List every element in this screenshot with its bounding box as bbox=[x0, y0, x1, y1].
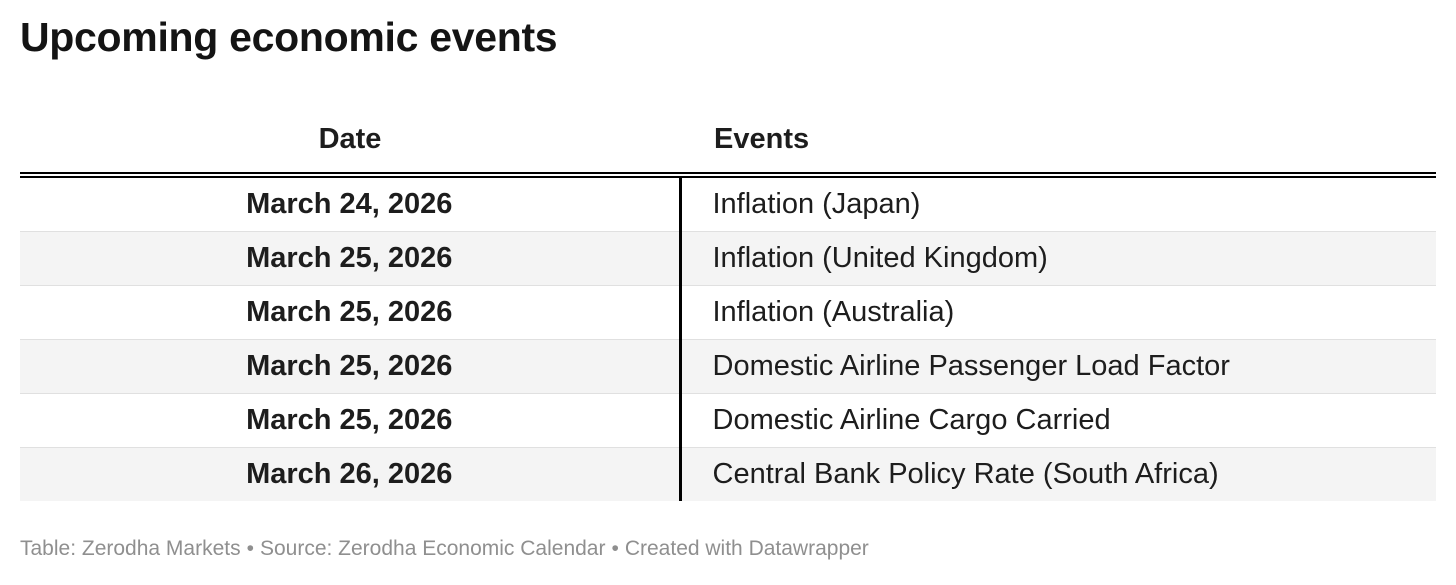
bullet-separator: • bbox=[611, 537, 619, 560]
bullet-separator: • bbox=[246, 537, 254, 560]
event-cell: Domestic Airline Passenger Load Factor bbox=[678, 339, 1436, 394]
table-row: March 25, 2026 Inflation (Australia) bbox=[20, 285, 1436, 340]
table-credit: Table: Zerodha Markets bbox=[20, 537, 241, 560]
source-credit: Source: Zerodha Economic Calendar bbox=[259, 537, 606, 560]
event-cell: Inflation (United Kingdom) bbox=[678, 231, 1436, 286]
event-cell: Domestic Airline Cargo Carried bbox=[678, 393, 1436, 448]
table-row: March 25, 2026 Domestic Airline Cargo Ca… bbox=[20, 393, 1436, 448]
header-row: Date Events bbox=[20, 102, 1436, 178]
date-cell: March 24, 2026 bbox=[246, 188, 453, 220]
table-row: March 24, 2026 Inflation (Japan) bbox=[20, 175, 1436, 232]
table-row: March 25, 2026 Inflation (United Kingdom… bbox=[20, 231, 1436, 286]
date-cell: March 25, 2026 bbox=[20, 339, 680, 394]
column-header-events: Events bbox=[680, 102, 1436, 178]
column-header-date: Date bbox=[20, 102, 680, 178]
events-table: Date Events March 24, 2026 Inflation (Ja… bbox=[20, 102, 1436, 501]
table-container: Date Events March 24, 2026 Inflation (Ja… bbox=[20, 102, 1436, 501]
attribution-footer: Table: Zerodha Markets • Source: Zerodha E… bbox=[20, 536, 1436, 561]
date-cell: March 25, 2026 bbox=[20, 231, 680, 286]
table-header: Date Events bbox=[20, 102, 1436, 178]
page-title: Upcoming economic events bbox=[20, 14, 558, 60]
table-row: March 25, 2026 Domestic Airline Passenge… bbox=[20, 339, 1436, 394]
event-cell: Inflation (Australia) bbox=[678, 285, 1436, 340]
table-row: March 26, 2026 Central Bank Policy Rate … bbox=[20, 447, 1436, 501]
date-cell: March 25, 2026 bbox=[20, 393, 680, 448]
event-cell: Inflation (Japan) bbox=[678, 175, 1436, 232]
date-cell: March 25, 2026 bbox=[20, 285, 680, 340]
datawrapper-credit: Created with Datawrapper bbox=[624, 537, 869, 560]
event-cell: Central Bank Policy Rate (South Africa) bbox=[678, 447, 1436, 501]
table-body: March 24, 2026 Inflation (Japan) March 2… bbox=[20, 175, 1436, 501]
date-cell: March 26, 2026 bbox=[20, 447, 680, 501]
